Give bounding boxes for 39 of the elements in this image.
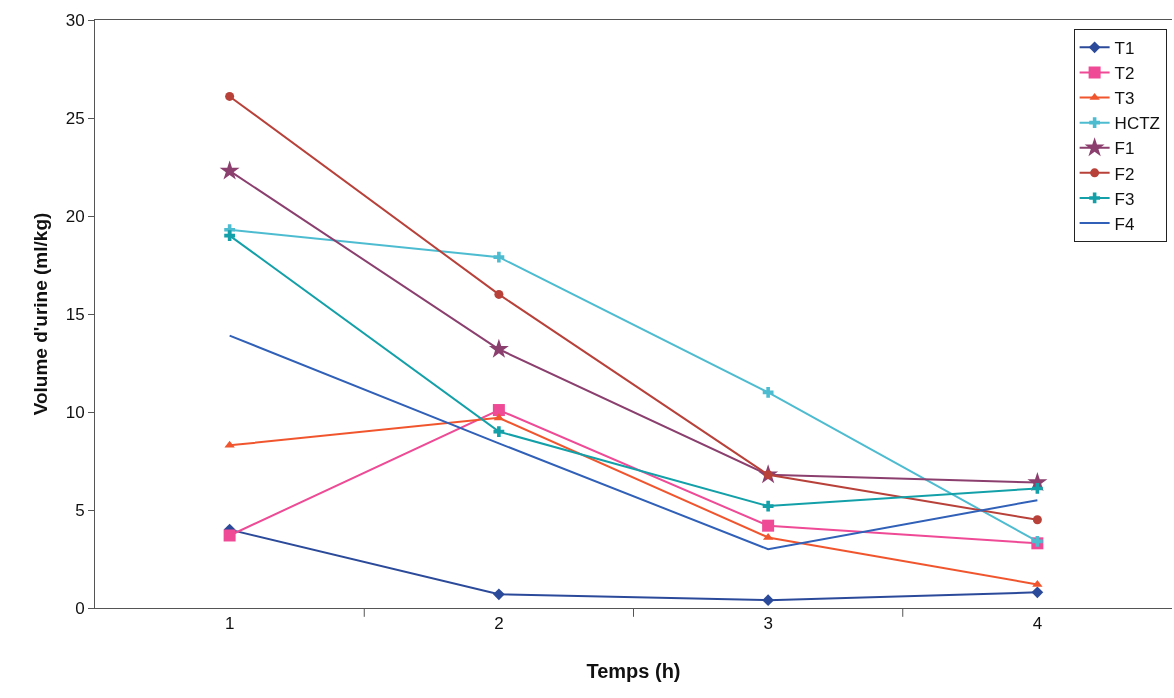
y-tick-label: 25 [65,108,85,128]
x-tick-label: 3 [763,614,773,634]
point [762,519,775,532]
x-tick-label: 2 [494,614,504,634]
point [224,440,235,448]
point [493,588,505,601]
point [225,91,235,101]
point [219,160,240,180]
point [494,289,504,299]
x-tick-label: 1 [224,614,235,634]
point [762,500,774,512]
y-tick-label: 0 [75,598,85,618]
y-tick-label: 5 [75,500,85,520]
point [1032,579,1043,587]
legend-label: F4 [1114,214,1135,234]
x-tick-label: 4 [1032,614,1043,634]
point [762,387,774,398]
legend-label: HCTZ [1114,114,1160,134]
legend-label: T3 [1114,89,1135,109]
point [488,338,509,358]
point [1031,586,1044,599]
y-tick-label: 30 [65,10,85,30]
point [493,426,505,437]
point [1032,515,1042,525]
legend-label: T1 [1114,39,1135,58]
y-tick-label: 20 [65,206,85,226]
y-axis-title: Volume d'urine (ml/kg) [30,212,51,416]
legend-label: F3 [1114,189,1135,209]
point [492,404,505,417]
legend-label: T2 [1114,64,1135,84]
legend-label: F2 [1114,164,1135,184]
point [493,251,505,263]
point [223,529,236,542]
y-tick-label: 15 [65,304,85,324]
legend-label: F1 [1114,139,1135,159]
x-axis-title: Temps (h) [586,660,681,682]
point [762,594,774,607]
line-series [228,334,1039,551]
y-tick-label: 10 [65,402,85,422]
